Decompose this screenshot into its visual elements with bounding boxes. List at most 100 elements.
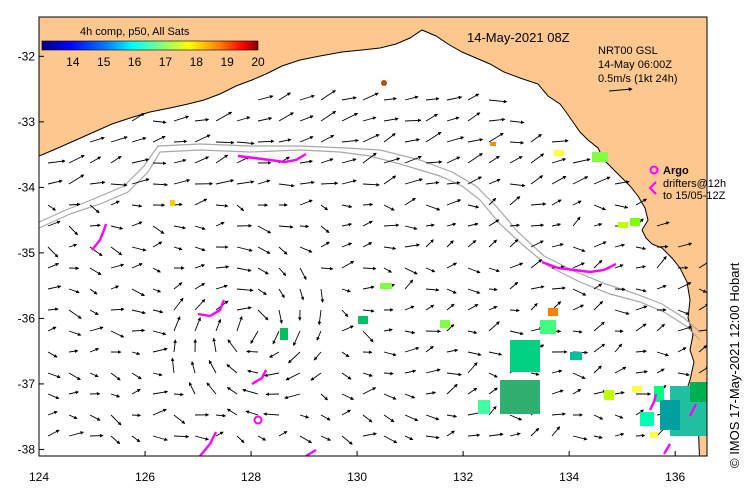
current-vector-arrow [656,284,667,290]
current-vector-arrow [404,393,416,399]
current-vector-arrow [425,223,435,228]
current-vector-arrow [656,368,665,374]
current-vector-arrow [341,393,355,400]
current-vector-arrow [488,372,498,378]
current-vector-arrow [341,351,350,358]
current-vector-arrow [362,134,380,143]
current-vector-arrow [194,317,201,332]
current-vector-arrow [173,246,183,251]
current-vector-arrow [317,309,322,326]
current-vector-arrow [269,351,280,358]
current-vector-arrow [572,329,583,334]
current-vector-arrow [110,393,121,398]
current-vector-arrow [488,432,504,437]
current-vector-arrow [341,96,357,101]
current-vector-arrow [362,182,380,187]
current-vector-arrow [320,110,337,122]
current-vector-arrow [362,309,375,313]
current-vector-arrow [677,242,693,248]
sst-patch [381,80,387,86]
current-vector-arrow [551,157,567,164]
current-vector-arrow [446,156,461,164]
current-vector-arrow [215,431,224,437]
current-vector-arrow [635,370,648,374]
current-vector-arrow [593,435,603,439]
colorbar: 4h comp, p50, All Sats 14 15 16 17 18 19 20 [41,26,265,69]
current-vector-arrow [362,202,374,207]
sst-patches [170,142,707,438]
current-vector-arrow [215,265,230,269]
current-vector-arrow [194,225,206,231]
current-vector-arrow [467,387,478,395]
current-vector-arrow [404,95,419,101]
current-vector-arrow [635,323,647,332]
current-vector-arrow [68,372,81,381]
current-vector-arrow [236,116,251,122]
current-vector-arrow [467,240,477,248]
current-vector-arrow [446,348,459,353]
current-vector-arrow [320,241,330,248]
current-vector-arrow [677,282,692,290]
current-vector-arrow [362,432,378,437]
current-vector-arrow [677,325,693,332]
current-vector-arrow [530,153,545,164]
current-vector-arrow [278,112,294,122]
current-vector-arrow [68,414,78,419]
current-vector-arrow [313,351,322,361]
current-vector-arrow [593,283,603,290]
current-vector-arrow [446,383,458,395]
current-vector-arrow [446,199,462,206]
current-vector-arrow [320,134,335,143]
current-vector-arrow [131,263,143,269]
current-vector-arrow [89,223,101,228]
current-vector-arrow [278,430,288,437]
current-vector-arrow [110,307,125,312]
current-vector-arrow [467,93,480,101]
current-vector-arrow [551,412,566,416]
current-vector-arrow [215,203,229,208]
current-vector-arrow [383,267,392,273]
current-vector-arrow [383,246,397,251]
current-vector-arrow [341,435,353,445]
current-vector-arrow [425,391,437,395]
current-vector-arrow [446,288,457,294]
current-vector-arrow [467,153,483,164]
current-vector-arrow [299,94,315,101]
current-vector-arrow [572,216,581,227]
current-vector-arrow [467,351,482,357]
current-vector-arrow [194,134,211,143]
current-vector-arrow [488,178,501,185]
current-vector-arrow [131,351,141,356]
current-vector-arrow [362,116,377,122]
current-vector-arrow [68,225,78,236]
lon-tick-label: 136 [665,470,685,484]
current-vector-arrow [656,323,666,332]
current-vector-arrow [446,95,463,101]
current-vector-arrow [68,330,82,336]
current-vector-arrow [152,241,163,248]
current-vector-arrow [572,288,587,296]
current-vector-arrow [488,117,506,122]
current-vector-arrow [677,372,690,377]
current-vector-arrow [257,309,269,321]
lat-tick-label: -32 [18,49,36,63]
current-vector-arrow [173,282,183,290]
current-vector-arrow [614,264,624,269]
current-vector-arrow [226,364,238,374]
current-vector-arrow [467,204,480,209]
current-vector-arrow [68,431,84,437]
current-vector-arrow [614,366,627,374]
current-vector-arrow [242,388,259,395]
current-vector-arrow [341,158,357,164]
current-vector-arrow [551,243,564,248]
current-vector-arrow [614,180,630,185]
current-vector-arrow [362,372,373,377]
current-vector-arrow [131,158,150,164]
current-vector-arrow [257,179,271,185]
current-vector-arrow [341,309,349,317]
current-vector-arrow [635,246,647,251]
lon-tick-label: 128 [241,470,261,484]
current-vector-arrow [362,387,377,395]
current-vector-arrow [383,133,396,143]
current-vector-arrow [278,246,288,255]
